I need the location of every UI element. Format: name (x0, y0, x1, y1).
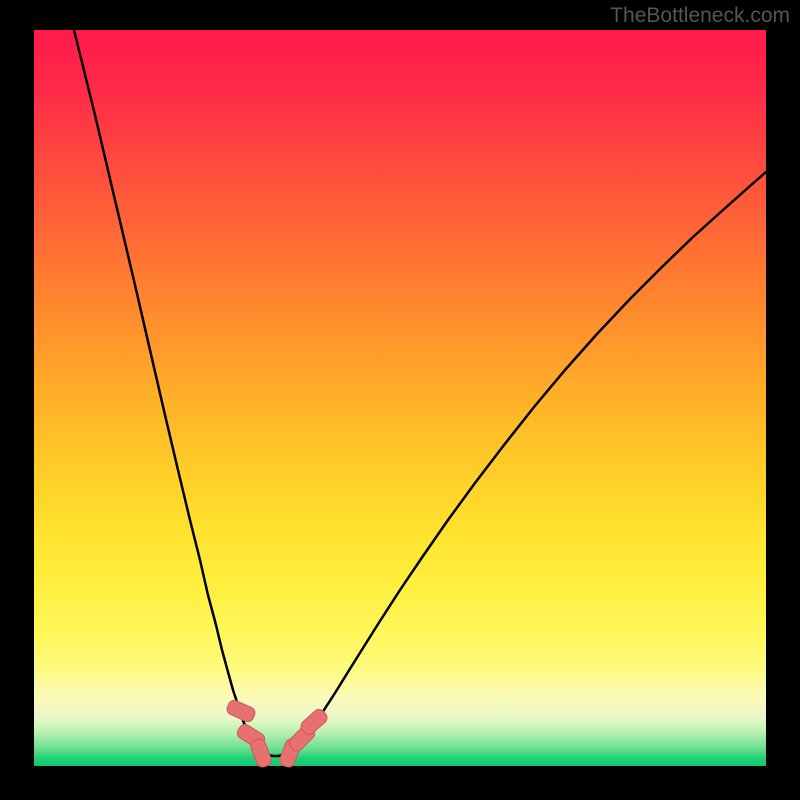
chart-svg (0, 0, 800, 800)
watermark-text: TheBottleneck.com (610, 4, 790, 28)
plot-background (34, 30, 766, 766)
chart-container: TheBottleneck.com (0, 0, 800, 800)
